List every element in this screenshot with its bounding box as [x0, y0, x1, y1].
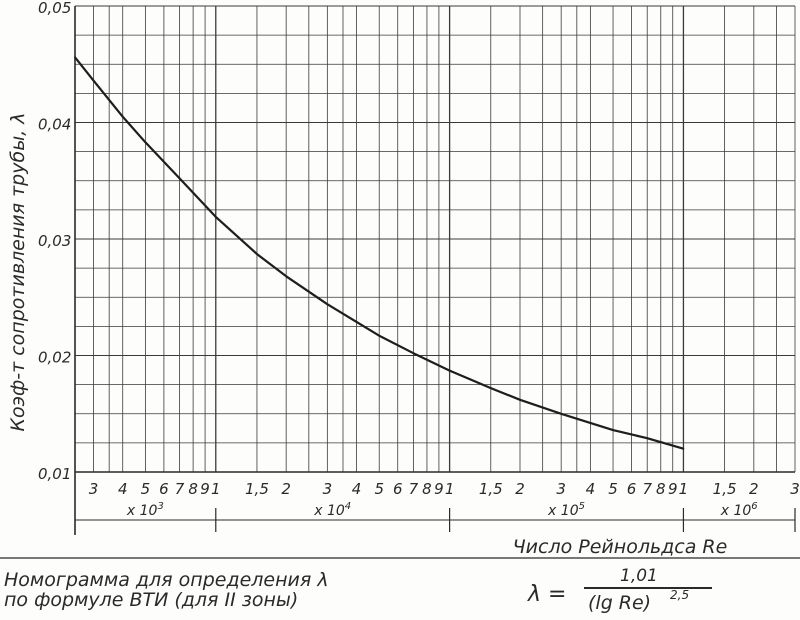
data-point [519, 398, 521, 401]
curve-layer [74, 56, 685, 450]
data-point [448, 369, 451, 372]
data-point [178, 177, 181, 180]
caption: Номограмма для определения λ по формуле … [4, 570, 329, 610]
data-point [612, 429, 614, 431]
data-point [646, 437, 649, 440]
x-tick-label: 1,5 [713, 480, 737, 498]
data-point [256, 253, 258, 256]
formula-denominator: (lg Re) [588, 592, 652, 614]
x-tick-label: 9 [668, 480, 678, 498]
x-tick-label: 1,5 [245, 480, 269, 498]
x-tick-label: 3 [89, 480, 99, 498]
y-axis-label: Коэф-т сопротивления трубы, λ [7, 112, 29, 431]
x-tick-label: 2 [281, 480, 291, 498]
x-tick-label: 5 [141, 480, 151, 498]
x-tick-label: 8 [188, 480, 198, 498]
x-tick-label: 2 [515, 480, 525, 498]
decade-exponent: 6 [751, 501, 757, 512]
x-tick-label: 1 [445, 480, 455, 498]
series-line [74, 56, 684, 450]
x-tick-labels: 3 4 5 6 7 8 9 1 1,5 2 3 4 5 6 7 8 9 1 1,5 2 3 4 5 6 7 8 9 1 1,5 2 3 [89, 480, 800, 498]
data-point [326, 303, 329, 306]
x-tick-label: 6 [393, 480, 403, 498]
formula-lhs: λ = [528, 582, 567, 607]
formula-exponent: 2,5 [670, 588, 690, 602]
data-point [682, 447, 685, 450]
decade-label: x 105 [547, 501, 585, 519]
x-tick-label: 3 [323, 480, 333, 498]
x-tick-label: 4 [352, 480, 362, 498]
y-tick-label: 0,02 [38, 349, 71, 367]
x-tick-label: 2 [749, 480, 759, 498]
x-tick-label: 7 [175, 480, 185, 498]
x-tick-label: 1 [211, 480, 221, 498]
data-point [92, 79, 95, 82]
decade-label: x 103 [126, 501, 164, 519]
caption-line-2: по формуле ВТИ (для II зоны) [4, 589, 299, 611]
decade-exponent: 4 [345, 501, 351, 512]
x-tick-label: 5 [374, 480, 384, 498]
x-tick-label: 5 [608, 480, 618, 498]
x-tick-label: 7 [642, 480, 652, 498]
data-point [144, 141, 147, 144]
data-point [489, 387, 492, 390]
x-tick-label: 3 [556, 480, 566, 498]
x-tick-label: 7 [409, 480, 419, 498]
data-point [285, 275, 288, 278]
x-tick-label: 6 [159, 480, 169, 498]
x-tick-label: 9 [200, 480, 210, 498]
x-tick-label: 4 [586, 480, 596, 498]
chart-grid [0, 5, 800, 559]
y-tick-labels: 0,01 0,02 0,03 0,04 0,05 [38, 0, 71, 483]
y-tick-label: 0,01 [38, 465, 71, 483]
formula: λ = 1,01 (lg Re) 2,5 [528, 566, 728, 620]
data-point [74, 56, 76, 59]
y-tick-label: 0,03 [38, 232, 71, 250]
formula-numerator: 1,01 [620, 566, 658, 586]
decade-exponent: 5 [579, 501, 585, 512]
x-tick-label: 9 [434, 480, 444, 498]
formula-fraction-bar [584, 587, 712, 589]
y-tick-label: 0,04 [38, 116, 71, 134]
x-tick-label: 6 [627, 480, 637, 498]
data-point [378, 334, 381, 337]
x-tick-label: 4 [118, 480, 128, 498]
x-axis-label: Число Рейнольдса Re [513, 536, 728, 558]
caption-line-1: Номограмма для определения λ [4, 569, 329, 591]
x-tick-label: 8 [422, 480, 432, 498]
data-point [121, 115, 124, 118]
x-tick-label: 1 [679, 480, 689, 498]
decade-label: x 104 [313, 501, 351, 519]
data-point [412, 352, 415, 355]
x-tick-label: 3 [790, 480, 800, 498]
x-tick-label: 1,5 [479, 480, 503, 498]
decade-exponent: 3 [157, 501, 163, 512]
data-point [214, 215, 217, 218]
decade-labels: x 103 x 104 x 105 x 106 [126, 501, 796, 532]
decade-label: x 106 [720, 501, 758, 519]
data-point [560, 412, 563, 415]
x-tick-label: 8 [656, 480, 666, 498]
y-tick-label: 0,05 [38, 0, 71, 17]
